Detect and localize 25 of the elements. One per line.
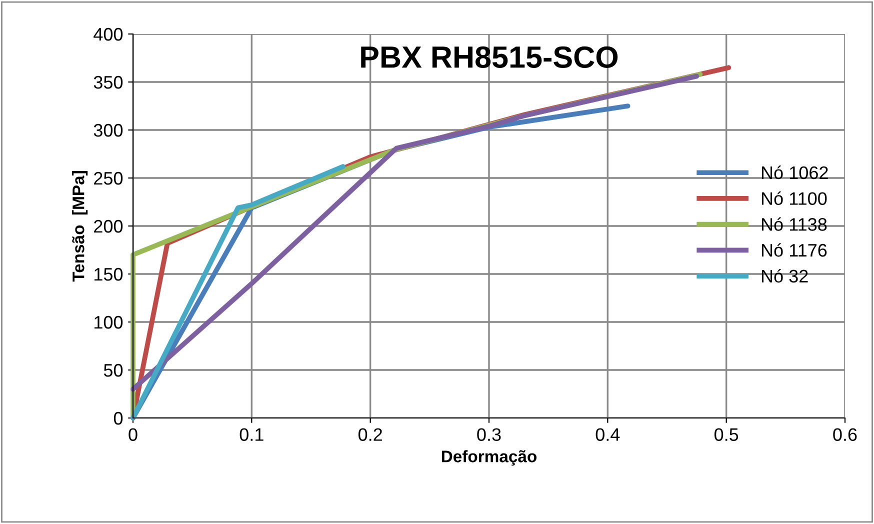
y-tick-label: 0	[114, 412, 123, 425]
y-tick-label: 100	[94, 316, 123, 329]
x-tick-label: 0.4	[596, 428, 620, 441]
y-axis-title: Tensão [MPa]	[72, 171, 88, 282]
legend-label: Nó 1062	[762, 166, 828, 180]
y-tick-label: 400	[94, 28, 123, 41]
y-tick-label: 350	[94, 76, 123, 89]
x-tick-label: 0.1	[240, 428, 264, 441]
legend-label: Nó 1138	[762, 217, 827, 231]
x-tick-label: 0.3	[477, 428, 501, 441]
x-tick-label: 0.6	[833, 428, 857, 441]
y-tick-label: 250	[94, 172, 123, 185]
x-tick-label: 0.5	[714, 428, 738, 441]
legend-label: Nó 32	[762, 269, 808, 283]
line-series	[130, 164, 346, 420]
x-tick-label: 0.2	[358, 428, 382, 441]
y-tick-label: 300	[94, 124, 123, 137]
legend-label: Nó 1100	[762, 192, 827, 205]
x-axis-title: Deformação	[442, 450, 537, 466]
y-tick-label: 200	[94, 220, 123, 233]
x-tick-label: 0	[128, 428, 138, 441]
y-tick-label: 50	[104, 364, 123, 377]
legend-label: Nó 1176	[762, 243, 827, 257]
chart-title: PBX RH8515-SCO	[361, 46, 618, 68]
y-tick-label: 150	[94, 268, 123, 281]
